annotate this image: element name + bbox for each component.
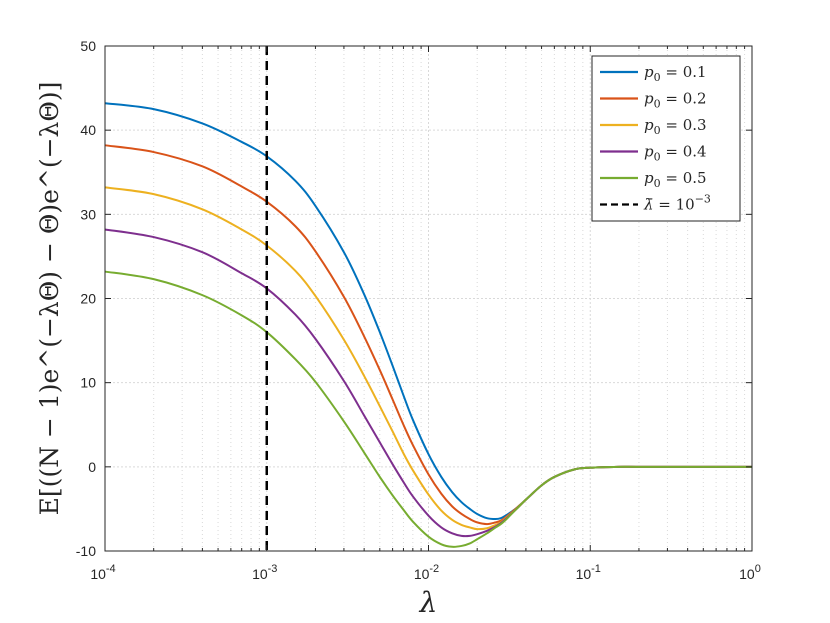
legend-entry-1: p0 = 0.1 <box>644 63 707 84</box>
y-tick-label: 50 <box>80 38 96 54</box>
y-axis-label-text: E[((N − 1)e^(−λΘ) − Θ)e^(−λΘ)] <box>35 82 64 516</box>
legend-entry-4: p0 = 0.4 <box>644 143 707 164</box>
legend-box <box>591 55 741 222</box>
x-tick-label: 10-3 <box>252 563 277 582</box>
series-lines <box>104 46 752 551</box>
axes <box>104 45 753 552</box>
x-tick-label: 10-1 <box>576 563 601 582</box>
y-tick-label: -10 <box>76 543 96 559</box>
legend-entry-6: λ̄ = 10−3 <box>643 193 711 214</box>
y-axis-label: E[((N − 1)e^(−λΘ) − Θ)e^(−λΘ)] <box>35 82 64 516</box>
y-tick-label: 0 <box>88 459 96 475</box>
legend-entry-2: p0 = 0.2 <box>644 90 707 111</box>
legend-entry-5: p0 = 0.5 <box>644 169 707 190</box>
x-tick-label: 100 <box>739 563 761 582</box>
x-tick-label: 10-4 <box>90 563 115 582</box>
y-tick-label: 20 <box>80 291 96 307</box>
x-axis-label: λ <box>419 586 438 619</box>
legend: p0 = 0.1 p0 = 0.2 p0 = 0.3 p0 = 0.4 p0 = 0.5… <box>591 55 741 222</box>
tick-labels: 10-4 10-3 10-2 10-1 100 -10 0 10 20 30 40 50 <box>76 38 761 582</box>
y-tick-label: 40 <box>80 122 96 138</box>
x-tick-label: 10-2 <box>414 563 439 582</box>
legend-entry-3: p0 = 0.3 <box>644 116 707 137</box>
series-line-5 <box>104 270 752 548</box>
y-tick-label: 30 <box>80 206 96 222</box>
y-tick-label: 10 <box>80 375 96 391</box>
